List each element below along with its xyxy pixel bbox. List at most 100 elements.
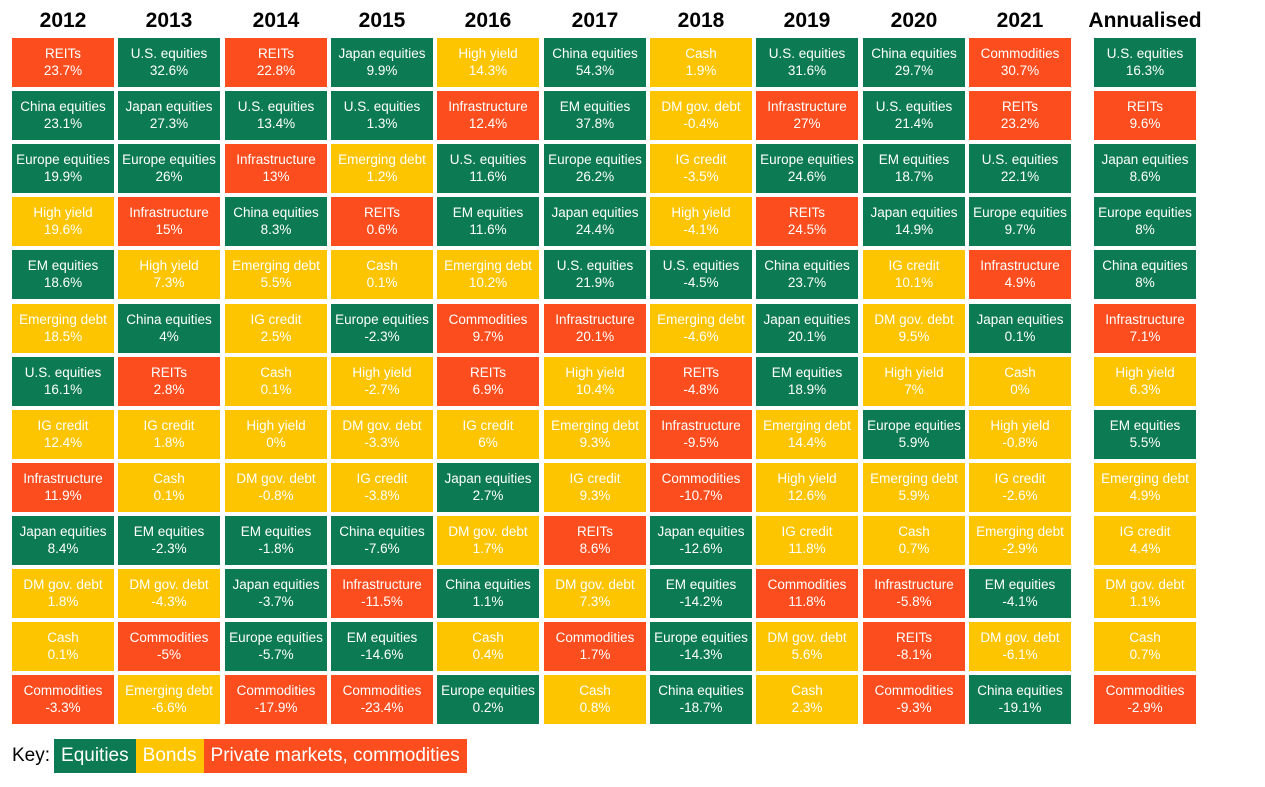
asset-class-name: IG credit: [781, 523, 833, 539]
return-value: 27.3%: [149, 116, 189, 132]
return-value: -5.7%: [258, 647, 294, 663]
asset-class-name: U.S. equities: [556, 258, 634, 274]
table-cell: China equities 1.1%: [437, 569, 539, 618]
table-cell: Cash 0.1%: [118, 462, 220, 512]
table-cell: U.S. equities 21.4%: [863, 91, 965, 141]
table-cell: EM equities -14.6%: [331, 622, 433, 672]
asset-class-name: Commodities: [1105, 683, 1185, 699]
table-cell: Commodities 11.8%: [756, 569, 858, 618]
table-cell: Cash 0.8%: [544, 675, 646, 725]
asset-class-name: U.S. equities: [981, 152, 1059, 168]
table-cell: IG credit 6%: [437, 409, 539, 459]
return-value: 9.3%: [579, 487, 611, 503]
table-cell: Europe equities 19.9%: [12, 144, 114, 194]
table-cell: High yield 10.4%: [544, 356, 646, 406]
table-cell: Japan equities 2.7%: [437, 462, 539, 512]
return-value: 11.6%: [469, 222, 507, 238]
asset-class-name: EM equities: [452, 205, 524, 221]
table-cell: REITs 24.5%: [756, 197, 858, 247]
return-value: -3.3%: [364, 434, 400, 450]
return-value: 0.7%: [898, 540, 930, 556]
table-cell: U.S. equities 21.9%: [544, 250, 646, 300]
asset-class-name: EM equities: [771, 364, 843, 380]
return-value: 0.1%: [366, 275, 398, 291]
asset-class-name: U.S. equities: [449, 152, 527, 168]
asset-class-name: Emerging debt: [551, 417, 639, 433]
return-value: 18.5%: [43, 328, 83, 344]
return-value: -18.7%: [679, 700, 723, 716]
table-cell: DM gov. debt -4.3%: [118, 569, 220, 618]
asset-class-name: Emerging debt: [19, 311, 107, 327]
table-cell: Japan equities -3.7%: [225, 569, 327, 618]
return-value: 0.8%: [579, 700, 611, 716]
asset-class-name: High yield: [990, 417, 1050, 433]
asset-class-name: Japan equities: [444, 470, 532, 486]
asset-class-name: High yield: [777, 470, 837, 486]
table-cell: IG credit 4.4%: [1094, 515, 1196, 565]
return-value: -4.1%: [683, 222, 719, 238]
return-value: 9.7%: [472, 328, 504, 344]
asset-class-name: Europe equities: [229, 630, 323, 646]
table-cell: DM gov. debt 7.3%: [544, 569, 646, 618]
return-value: -6.6%: [151, 700, 187, 716]
return-value: 7.1%: [1129, 328, 1161, 344]
return-value: -14.2%: [679, 594, 723, 609]
return-value: -9.5%: [683, 434, 719, 450]
table-cell: Japan equities 0.1%: [969, 303, 1071, 353]
asset-class-name: DM gov. debt: [342, 417, 422, 433]
return-value: -3.8%: [364, 487, 400, 503]
asset-class-name: DM gov. debt: [874, 311, 954, 327]
return-value: 6.9%: [472, 381, 504, 397]
table-cell: Infrastructure 13%: [225, 144, 327, 194]
return-value: 30.7%: [1000, 63, 1040, 78]
asset-class-name: Commodities: [342, 683, 422, 699]
return-value: 4.9%: [1129, 487, 1161, 503]
legend-entry-private: Private markets, commodities: [203, 739, 467, 773]
asset-class-name: Europe equities: [973, 205, 1067, 221]
asset-class-name: EM equities: [240, 523, 312, 539]
return-value: -2.9%: [1002, 540, 1038, 556]
asset-class-name: Commodities: [980, 46, 1060, 61]
asset-class-name: Japan equities: [870, 205, 958, 221]
return-value: 20.1%: [575, 328, 615, 344]
asset-class-name: DM gov. debt: [236, 470, 316, 486]
return-value: 7.3%: [153, 275, 185, 291]
table-cell: Cash 2.3%: [756, 675, 858, 725]
table-cell: Europe equities -5.7%: [225, 622, 327, 672]
return-value: 11.6%: [469, 169, 507, 185]
return-value: -7.6%: [364, 540, 400, 556]
asset-class-name: Europe equities: [867, 417, 961, 433]
asset-class-name: Emerging debt: [870, 470, 958, 486]
asset-class-name: REITs: [469, 364, 506, 380]
return-value: 37.8%: [575, 116, 615, 132]
table-cell: DM gov. debt 9.5%: [863, 303, 965, 353]
table-cell: Europe equities 26.2%: [544, 144, 646, 194]
table-cell: Europe equities 0.2%: [437, 675, 539, 725]
return-value: 8.6%: [579, 540, 611, 556]
asset-class-name: EM equities: [27, 258, 99, 274]
return-value: 11.8%: [788, 594, 826, 609]
asset-class-name: High yield: [884, 364, 944, 380]
asset-class-name: High yield: [139, 258, 199, 274]
asset-class-name: Cash: [472, 630, 504, 646]
table-cell: Commodities -5%: [118, 622, 220, 672]
asset-class-name: REITs: [895, 630, 932, 646]
table-cell: Infrastructure -9.5%: [650, 409, 752, 459]
return-value: 1.7%: [472, 540, 504, 556]
return-value: 0.4%: [472, 647, 504, 663]
table-cell: Infrastructure 7.1%: [1094, 303, 1196, 353]
table-cell: REITs 23.7%: [12, 38, 114, 87]
table-cell: Commodities -23.4%: [331, 675, 433, 725]
return-value: 23.7%: [787, 275, 827, 291]
return-value: 16.3%: [1125, 63, 1165, 78]
return-value: 2.7%: [472, 487, 504, 503]
asset-class-name: DM gov. debt: [767, 630, 847, 646]
table-cell: U.S. equities 16.1%: [12, 356, 114, 406]
return-value: 23.2%: [1000, 116, 1040, 132]
asset-class-name: China equities: [1102, 258, 1188, 274]
table-cell: IG credit 10.1%: [863, 250, 965, 300]
asset-class-name: Infrastructure: [448, 99, 528, 115]
table-cell: U.S. equities -4.5%: [650, 250, 752, 300]
asset-class-name: Europe equities: [335, 311, 429, 327]
